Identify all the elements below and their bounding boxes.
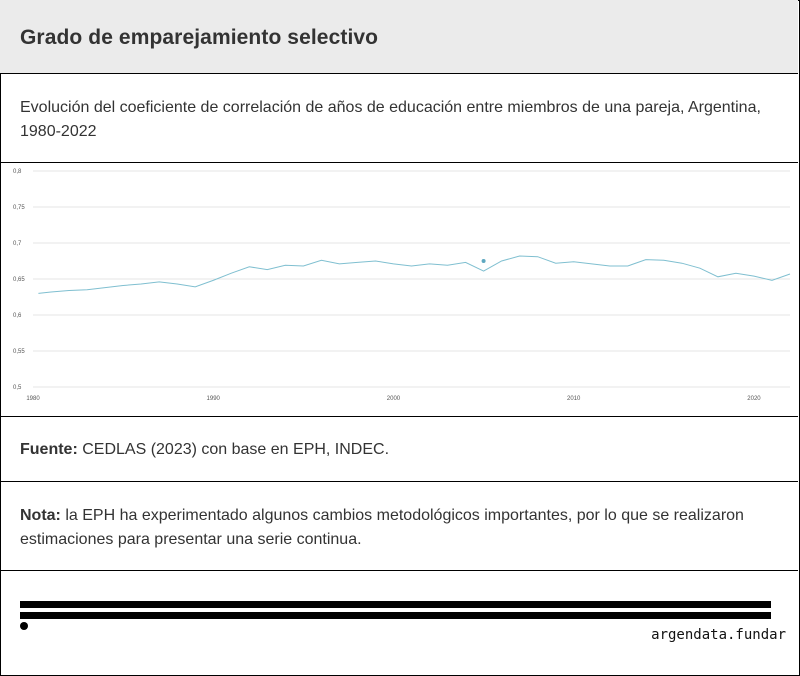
data-point <box>787 271 793 277</box>
data-point <box>625 263 631 269</box>
data-point <box>84 287 90 293</box>
brand-logo: argendata.fundar <box>651 627 786 643</box>
data-point <box>264 267 270 273</box>
footer-bar-bottom <box>20 612 771 619</box>
footer-bar-top <box>20 601 771 608</box>
x-tick-label: 1990 <box>207 396 221 402</box>
chart-subtitle: Evolución del coeficiente de correlación… <box>20 99 761 140</box>
data-point <box>481 268 487 274</box>
y-tick-label: 0,65 <box>13 277 25 283</box>
series-line <box>38 255 791 294</box>
footer: argendata.fundar <box>0 571 798 675</box>
footer-dot <box>20 622 28 630</box>
data-point <box>228 270 234 276</box>
data-point <box>553 260 559 266</box>
data-point <box>697 265 703 271</box>
highlight-point <box>481 259 486 263</box>
y-tick-label: 0,6 <box>13 313 22 319</box>
source-text: Fuente: CEDLAS (2023) con base en EPH, I… <box>20 441 389 459</box>
chart-area: 0,5 0,55 0,6 0,65 0,7 0,75 0,8 1980 1990 2000 2010… <box>0 163 798 417</box>
data-point <box>733 270 739 276</box>
data-point <box>372 258 378 264</box>
data-point <box>138 281 144 287</box>
data-point <box>571 259 577 265</box>
data-point <box>336 261 342 267</box>
data-point <box>102 285 108 291</box>
data-point <box>318 257 324 263</box>
data-point <box>607 263 613 269</box>
data-point <box>48 289 54 295</box>
data-point <box>643 257 649 263</box>
data-point <box>751 273 757 279</box>
data-point <box>282 262 288 268</box>
y-tick-label: 0,55 <box>13 349 25 355</box>
data-point <box>769 277 775 283</box>
data-point <box>246 264 252 270</box>
y-tick-label: 0,8 <box>13 169 22 175</box>
data-point <box>192 284 198 290</box>
data-point <box>300 263 306 269</box>
note-text: Nota: la EPH ha experimentado algunos ca… <box>20 504 780 552</box>
y-tick-label: 0,5 <box>13 385 22 391</box>
y-tick-label: 0,7 <box>13 241 22 247</box>
page-title: Grado de emparejamiento selectivo <box>20 26 379 49</box>
data-point <box>589 261 595 267</box>
data-point <box>679 260 685 266</box>
data-point <box>427 261 433 267</box>
data-point <box>445 262 451 268</box>
data-point <box>463 259 469 265</box>
data-point <box>210 277 216 283</box>
header: Grado de emparejamiento selectivo <box>0 0 798 74</box>
data-point <box>35 290 41 296</box>
data-point <box>715 274 721 280</box>
data-point <box>535 254 541 260</box>
data-point <box>66 288 72 294</box>
x-tick-label: 2010 <box>567 396 581 402</box>
data-point <box>120 282 126 288</box>
data-point <box>517 253 523 259</box>
note-label: Nota: <box>20 507 61 524</box>
data-point <box>661 257 667 263</box>
y-tick-label: 0,75 <box>13 205 25 211</box>
x-tick-label: 2000 <box>387 396 401 402</box>
line-chart: 0,5 0,55 0,6 0,65 0,7 0,75 0,8 1980 1990 2000 2010… <box>13 169 793 402</box>
source-label: Fuente: <box>20 441 78 458</box>
data-point <box>409 263 415 269</box>
data-point <box>354 259 360 265</box>
note-value: la EPH ha experimentado algunos cambios … <box>20 507 744 548</box>
source-section: Fuente: CEDLAS (2023) con base en EPH, I… <box>0 417 798 482</box>
data-point <box>390 261 396 267</box>
subtitle-section: Evolución del coeficiente de correlación… <box>0 74 798 163</box>
x-tick-label: 2020 <box>747 396 761 402</box>
data-point <box>499 258 505 264</box>
data-point <box>174 281 180 287</box>
note-section: Nota: la EPH ha experimentado algunos ca… <box>0 482 798 571</box>
source-value: CEDLAS (2023) con base en EPH, INDEC. <box>77 441 390 458</box>
data-point <box>156 279 162 285</box>
x-tick-label: 1980 <box>26 396 40 402</box>
